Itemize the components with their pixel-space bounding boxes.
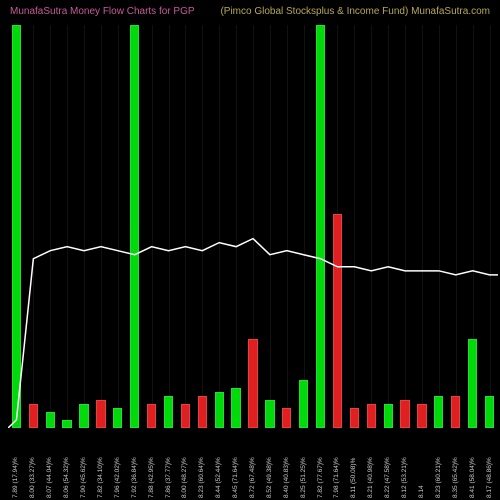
gridline — [456, 25, 457, 428]
gridline — [202, 25, 203, 428]
bar — [215, 392, 224, 428]
bar — [400, 400, 409, 428]
bar — [164, 396, 173, 428]
bar — [417, 404, 426, 428]
bar — [434, 396, 443, 428]
bar — [198, 396, 207, 428]
gridline — [50, 25, 51, 428]
money-flow-chart — [8, 25, 498, 428]
bar — [231, 388, 240, 428]
gridline — [118, 25, 119, 428]
gridline — [33, 25, 34, 428]
gridline — [354, 25, 355, 428]
bar — [282, 408, 291, 428]
gridline — [67, 25, 68, 428]
title-right: (Pimco Global Stocksplus & Income Fund) … — [220, 6, 490, 17]
gridline — [388, 25, 389, 428]
bar — [113, 408, 122, 428]
bar — [333, 214, 342, 428]
bar — [451, 396, 460, 428]
gridline — [405, 25, 406, 428]
gridline — [152, 25, 153, 428]
bar — [384, 404, 393, 428]
gridline — [371, 25, 372, 428]
bar — [181, 404, 190, 428]
gridline — [287, 25, 288, 428]
bar — [299, 380, 308, 428]
bar — [248, 339, 257, 428]
gridline — [422, 25, 423, 428]
bar — [265, 400, 274, 428]
bar — [79, 404, 88, 428]
title-left: MunafaSutra Money Flow Charts for PGP — [10, 6, 195, 17]
chart-header: MunafaSutra Money Flow Charts for PGP (P… — [0, 6, 500, 17]
gridline — [185, 25, 186, 428]
gridline — [169, 25, 170, 428]
gridline — [84, 25, 85, 428]
gridline — [439, 25, 440, 428]
bar — [62, 420, 71, 428]
gridline — [101, 25, 102, 428]
bar — [367, 404, 376, 428]
bar — [350, 408, 359, 428]
bar — [12, 25, 21, 428]
gridline — [270, 25, 271, 428]
bar — [316, 25, 325, 428]
bar — [46, 412, 55, 428]
gridline — [490, 25, 491, 428]
gridline — [304, 25, 305, 428]
bar — [485, 396, 494, 428]
gridline — [219, 25, 220, 428]
x-axis: 7.89 (17.94)%8.00 (33.27)%8.07 (44.04)%8… — [8, 430, 498, 500]
bar — [130, 25, 139, 428]
gridline — [236, 25, 237, 428]
bar — [147, 404, 156, 428]
bar — [29, 404, 38, 428]
bar — [468, 339, 477, 428]
bar — [96, 400, 105, 428]
